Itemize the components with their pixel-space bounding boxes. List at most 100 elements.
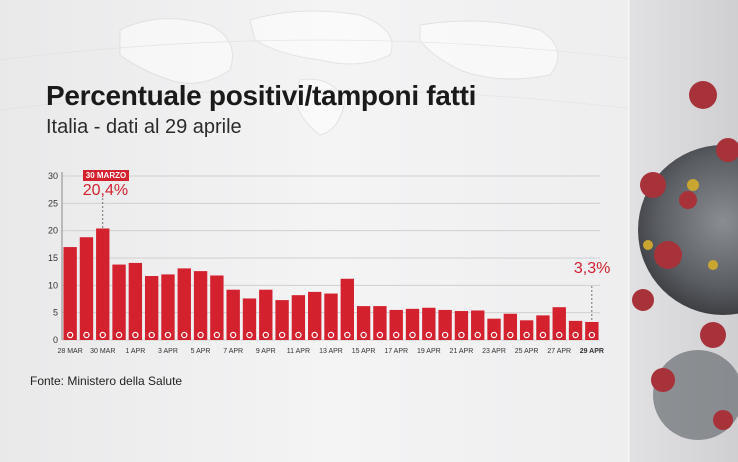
- bar-marker: [539, 331, 547, 339]
- x-tick-label: 25 APR: [515, 348, 539, 355]
- bar-chart: 0 5 10 15 20 25 30 28 MAR 30 MAR 1 APR 3 APR 5 APR 7…: [48, 171, 604, 355]
- bar: [275, 300, 289, 340]
- bar: [503, 313, 518, 340]
- bar-marker: [441, 331, 449, 339]
- world-map-background: [0, 10, 640, 136]
- bar: [63, 247, 77, 340]
- bar: [552, 307, 566, 340]
- chart-subtitle: Italia - dati al 29 aprile: [46, 116, 242, 138]
- y-tick-label: 20: [48, 226, 58, 236]
- bar-marker: [229, 331, 237, 339]
- x-tick-label: 13 APR: [319, 348, 343, 355]
- bar: [438, 309, 452, 340]
- x-tick-label: 21 APR: [450, 348, 474, 355]
- bar: [161, 274, 175, 340]
- bar-marker: [181, 331, 188, 339]
- bar-marker: [83, 331, 90, 339]
- x-tick-label: 5 APR: [191, 348, 211, 355]
- x-tick-label: 17 APR: [384, 348, 408, 355]
- x-tick-label: 7 APR: [223, 348, 243, 355]
- bar: [536, 315, 550, 340]
- x-tick-label: 15 APR: [352, 348, 376, 355]
- bar-marker: [295, 331, 302, 339]
- x-tick-label: 29 APR: [580, 348, 604, 355]
- bar-marker: [246, 331, 253, 339]
- bar: [193, 271, 208, 340]
- chart-title: Percentuale positivi/tamponi fatti: [46, 80, 477, 111]
- x-tick-label: 23 APR: [482, 348, 506, 355]
- bar: [144, 276, 159, 340]
- bar-marker: [197, 331, 204, 339]
- bar-marker: [409, 331, 416, 339]
- bar-marker: [99, 331, 106, 339]
- bar: [568, 320, 583, 340]
- bar: [454, 311, 469, 340]
- bar-marker: [148, 331, 155, 339]
- bar: [324, 293, 338, 340]
- x-tick-label: 30 MAR: [90, 348, 115, 355]
- bar: [112, 264, 126, 340]
- x-tick-label: 27 APR: [547, 348, 571, 355]
- bar: [356, 306, 371, 340]
- bar-marker: [458, 331, 465, 339]
- bar: [471, 310, 485, 340]
- bar: [519, 320, 534, 340]
- bar: [79, 237, 94, 340]
- y-tick-label: 10: [48, 280, 58, 290]
- bar: [585, 321, 599, 340]
- bar-marker: [66, 331, 74, 339]
- panel-divider: [628, 0, 631, 462]
- y-tick-label: 15: [48, 253, 58, 263]
- x-tick-label: 9 APR: [256, 348, 276, 355]
- bar: [487, 318, 501, 340]
- bar: [210, 275, 224, 340]
- bar: [340, 278, 354, 340]
- bar: [259, 289, 273, 340]
- callout-start-tag: 30 MARZO: [82, 170, 130, 181]
- x-tick-label: 19 APR: [417, 348, 441, 355]
- bar-marker: [344, 331, 351, 339]
- bar-marker: [556, 331, 563, 339]
- callout-end-value: 3,3%: [573, 260, 611, 277]
- bar-marker: [393, 331, 400, 339]
- bar-marker: [523, 331, 530, 339]
- bar-marker: [490, 331, 498, 339]
- bar-marker: [588, 331, 596, 339]
- bar: [308, 291, 322, 340]
- bar: [405, 308, 420, 340]
- virus-image-panel: [628, 0, 738, 462]
- bar: [291, 295, 306, 340]
- x-tick-label: 1 APR: [125, 348, 145, 355]
- bar-marker: [213, 331, 221, 339]
- bar-marker: [360, 331, 367, 339]
- bar-marker: [132, 331, 139, 339]
- bar-marker: [311, 331, 318, 339]
- x-tick-label: 28 MAR: [58, 348, 83, 355]
- bar-marker: [507, 331, 514, 339]
- y-tick-label: 25: [48, 198, 58, 208]
- bar: [389, 309, 403, 340]
- y-tick-label: 0: [53, 335, 58, 345]
- x-tick-label: 11 APR: [287, 348, 310, 355]
- bar: [177, 268, 191, 340]
- bar-marker: [474, 331, 481, 339]
- x-tick-label: 3 APR: [158, 348, 178, 355]
- bar-marker: [278, 331, 286, 339]
- y-tick-label: 30: [48, 171, 58, 181]
- bar: [226, 289, 240, 340]
- bar-marker: [376, 331, 384, 339]
- bar-marker: [327, 331, 335, 339]
- source-note: Fonte: Ministero della Salute: [30, 374, 183, 388]
- bar: [373, 306, 387, 340]
- bar: [242, 298, 257, 340]
- bar-marker: [572, 331, 579, 339]
- bar-marker: [262, 331, 269, 339]
- bar: [422, 307, 436, 340]
- callout-start-value: 20,4%: [82, 182, 129, 199]
- bar-marker: [425, 331, 433, 339]
- bar-marker: [164, 331, 172, 339]
- y-tick-label: 5: [53, 308, 58, 318]
- bar-marker: [115, 331, 123, 339]
- bar: [128, 262, 143, 340]
- virus-illustration: [632, 81, 738, 440]
